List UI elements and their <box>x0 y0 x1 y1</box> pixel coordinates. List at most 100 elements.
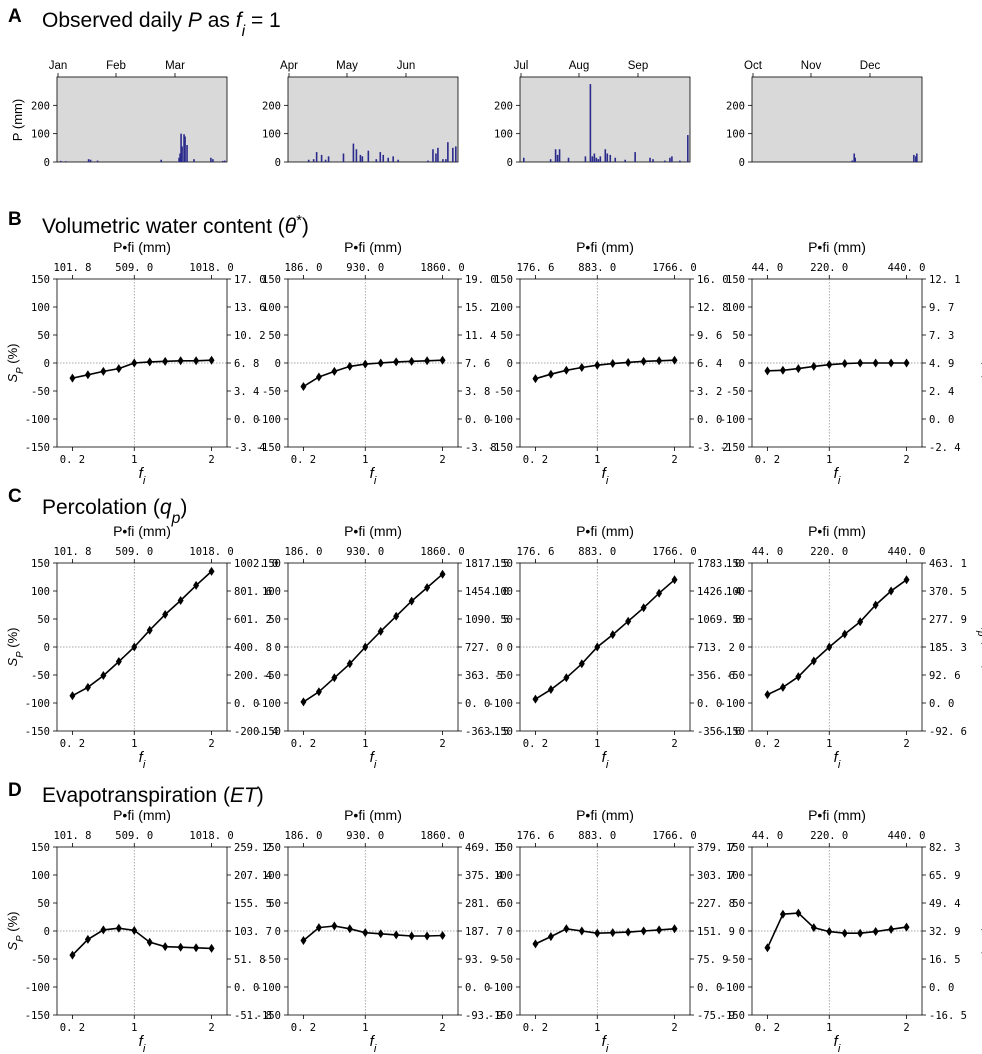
data-point-marker <box>764 366 771 376</box>
sp-axis-label: SP (%) <box>5 343 26 382</box>
data-point-marker <box>903 575 910 585</box>
data-point-marker <box>795 364 802 374</box>
pfi-axis-label: P•fi (mm) <box>113 239 171 255</box>
left-y-tick-label: -50 <box>31 386 50 398</box>
precip-bar <box>352 143 355 162</box>
D-et-subplot-4: -150 -100 -50 0 50 100 150 82. 3 65. 9 49. 4 32. 9… <box>720 807 967 1054</box>
data-point-marker <box>208 943 215 953</box>
month-label: Dec <box>860 60 881 72</box>
precip-bar <box>359 154 362 162</box>
top-x-tick-label: 930. 0 <box>346 546 384 558</box>
data-point-marker <box>100 366 107 376</box>
top-x-tick-label: 186. 0 <box>284 830 322 842</box>
sp-axis-label: SP (%) <box>5 627 26 666</box>
x-tick-label: 1 <box>594 454 600 466</box>
precip-bar <box>664 160 666 162</box>
precip-bar <box>455 146 457 162</box>
left-y-tick-label: -150 <box>256 726 281 738</box>
data-point-marker <box>315 923 322 933</box>
x-tick-label: 2 <box>903 738 909 750</box>
left-y-tick-label: 150 <box>494 274 513 286</box>
right-y-tick-label: 0. 0 <box>697 982 722 994</box>
left-y-tick-label: 0 <box>507 642 513 654</box>
left-y-tick-label: 100 <box>31 870 50 882</box>
precip-bar <box>558 149 561 162</box>
right-y-tick-label: 16. 0 <box>697 274 729 286</box>
x-tick-label: 0. 2 <box>291 1022 316 1034</box>
x-tick-label: 0. 2 <box>291 454 316 466</box>
right-y-tick-label: 0. 0 <box>234 698 259 710</box>
precip-bar <box>64 161 67 162</box>
right-y-tick-label: -93. 9 <box>465 1010 503 1022</box>
data-point-marker <box>439 355 446 365</box>
right-y-tick-label: 3. 8 <box>465 386 490 398</box>
data-point-marker <box>578 926 585 936</box>
pfi-axis-label: P•fi (mm) <box>808 807 866 823</box>
data-point-marker <box>547 932 554 942</box>
data-point-marker <box>362 359 369 369</box>
data-point-marker <box>424 356 431 366</box>
left-y-tick-label: 100 <box>726 870 745 882</box>
data-point-marker <box>408 356 415 366</box>
x-tick-label: 1 <box>362 1022 368 1034</box>
data-point-marker <box>115 657 122 667</box>
panel-b-title: Volumetric water content (θ*) <box>42 213 309 238</box>
precip-bar <box>853 153 856 162</box>
top-x-tick-label: 440. 0 <box>888 830 926 842</box>
precip-bar <box>179 153 181 162</box>
data-point-marker <box>131 925 138 935</box>
precip-bar <box>184 136 186 162</box>
top-x-tick-label: 44. 0 <box>752 546 784 558</box>
precip-bar <box>59 160 62 162</box>
right-y-tick-label: 1069. 8 <box>697 614 741 626</box>
top-x-tick-label: 101. 8 <box>53 262 91 274</box>
right-y-tick-label: 303. 7 <box>697 870 735 882</box>
right-y-tick-label: -92. 6 <box>929 726 967 738</box>
precip-bar <box>554 149 557 162</box>
right-y-tick-label: 75. 9 <box>697 954 729 966</box>
right-y-tick-label: 1426. 4 <box>697 586 741 598</box>
data-point-marker <box>532 694 539 704</box>
fi-axis-label: fi <box>370 465 377 487</box>
left-y-tick-label: -150 <box>488 1010 513 1022</box>
data-point-marker <box>69 691 76 701</box>
data-point-marker <box>532 374 539 384</box>
precip-bar <box>452 147 454 162</box>
pfi-axis-label: P•fi (mm) <box>576 807 634 823</box>
precip-bar <box>379 152 382 162</box>
right-y-tick-label: 0. 0 <box>465 982 490 994</box>
data-point-marker <box>346 924 353 934</box>
data-point-marker <box>162 356 169 366</box>
x-tick-label: 2 <box>671 454 677 466</box>
data-point-marker <box>764 690 771 700</box>
right-y-tick-label: 601. 2 <box>234 614 272 626</box>
precip-bar <box>180 133 182 162</box>
data-point-marker <box>671 924 678 934</box>
series-line <box>766 912 907 949</box>
precip-bar <box>851 160 854 162</box>
left-y-tick-label: -100 <box>25 698 50 710</box>
left-y-tick-label: -150 <box>25 1010 50 1022</box>
top-x-tick-label: 176. 6 <box>516 546 554 558</box>
x-tick-label: 1 <box>826 454 832 466</box>
B-theta-subplot-3: -150 -100 -50 0 50 100 150 16. 0 12. 8 9. 6 6. 4 3.… <box>488 239 729 487</box>
series-line <box>71 927 212 956</box>
data-point-marker <box>671 575 678 585</box>
left-y-tick-label: 0 <box>739 642 745 654</box>
data-point-marker <box>208 355 215 365</box>
left-y-tick-label: 100 <box>726 586 745 598</box>
data-point-marker <box>300 936 307 946</box>
left-y-tick-label: -50 <box>494 386 513 398</box>
y-tick-label: 100 <box>31 129 50 141</box>
panel-a-title: Observed daily P as fi = 1 <box>42 9 281 40</box>
x-tick-label: 2 <box>903 454 909 466</box>
left-y-tick-label: 50 <box>37 898 50 910</box>
left-y-tick-label: 0 <box>739 926 745 938</box>
pfi-axis-label: P•fi (mm) <box>808 239 866 255</box>
right-y-tick-label: 0. 0 <box>929 698 954 710</box>
data-point-marker <box>841 359 848 369</box>
panel-c-title: Percolation (qp) <box>42 496 187 527</box>
data-point-marker <box>162 610 169 620</box>
